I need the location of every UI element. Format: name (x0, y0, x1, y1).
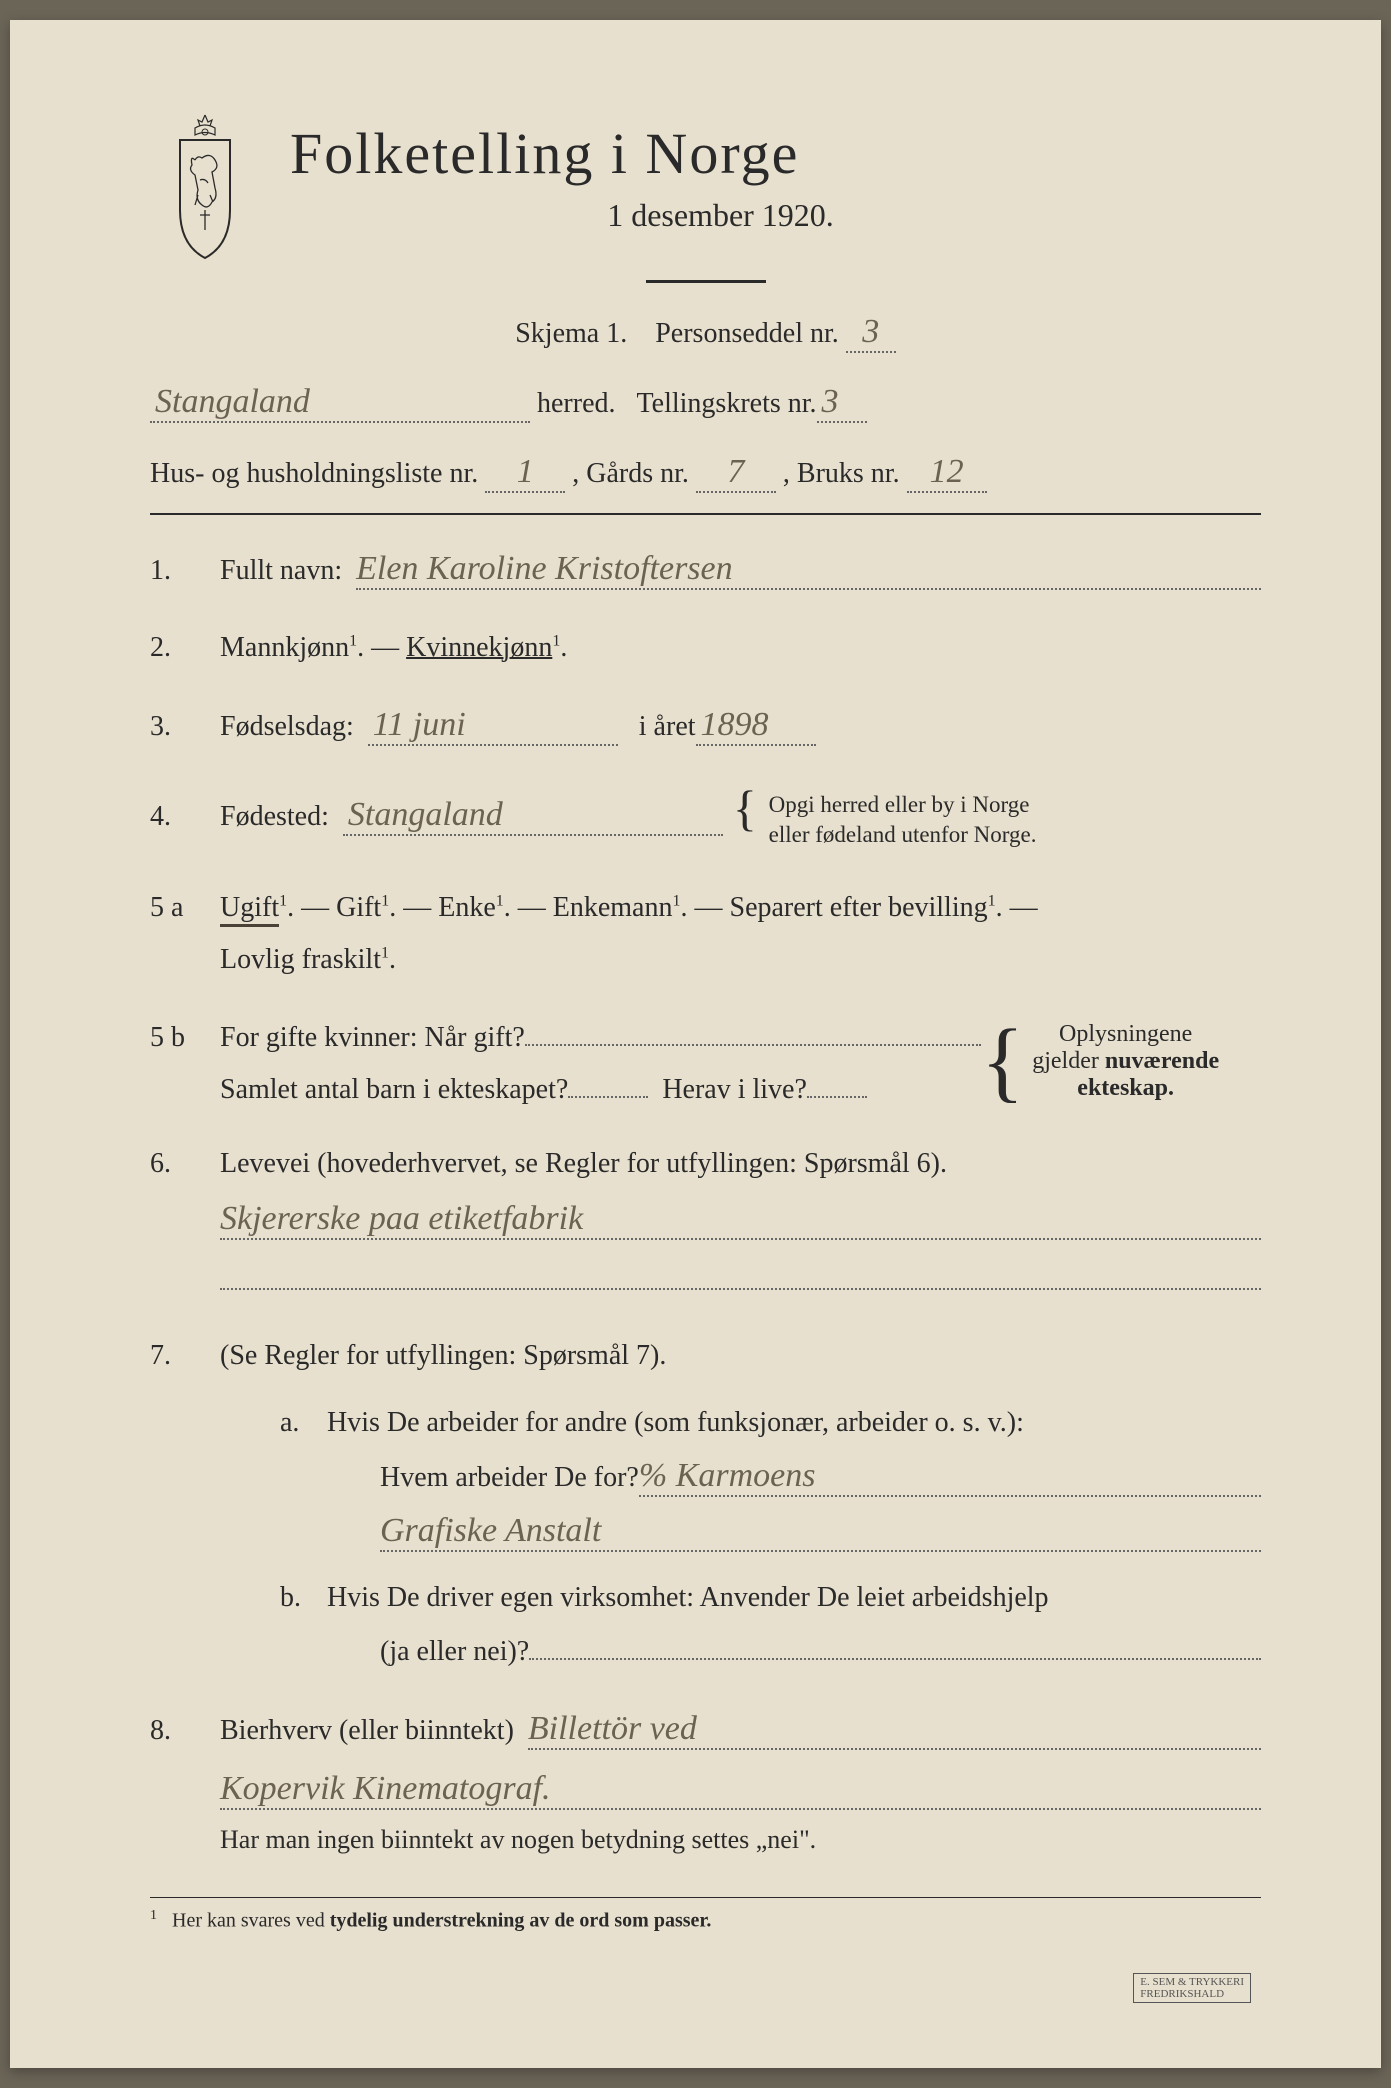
subtitle: 1 desember 1920. (180, 197, 1261, 234)
tellingskrets-nr: 3 (822, 383, 839, 420)
q3-year-label: i året (639, 711, 696, 743)
divider (646, 280, 766, 283)
census-form-page: Folketelling i Norge 1 desember 1920. Sk… (10, 20, 1381, 2068)
q6-label: Levevei (hovederhvervet, se Regler for u… (220, 1148, 1261, 1180)
q1-value: Elen Karoline Kristoftersen (356, 550, 733, 587)
q3-num: 3. (150, 711, 220, 743)
q8-num: 8. (150, 1715, 220, 1747)
q5b-num: 5 b (150, 1022, 220, 1054)
herred-label: herred. (537, 388, 616, 420)
hus-line: Hus- og husholdningsliste nr. 1 , Gårds … (150, 453, 1261, 493)
question-8: 8. Bierhverv (eller biinntekt) Billettör… (150, 1710, 1261, 1855)
q4-note1: Opgi herred eller by i Norge (769, 792, 1030, 817)
q5a-lovlig: Lovlig fraskilt (220, 944, 381, 975)
question-5b: 5 b For gifte kvinner: Når gift? Samlet … (150, 1018, 1261, 1106)
q7a-value1: % Karmoens (639, 1457, 816, 1494)
q5a-gift: Gift (336, 892, 381, 923)
tellingskrets-label: Tellingskrets nr. (637, 388, 817, 420)
q7a-value2: Grafiske Anstalt (380, 1512, 601, 1549)
q7-label: (Se Regler for utfyllingen: Spørsmål 7). (220, 1340, 1261, 1372)
q7b-letter: b. (280, 1582, 320, 1614)
q7a-letter: a. (280, 1407, 320, 1439)
q7a-question: Hvem arbeider De for? (380, 1462, 639, 1494)
q5b-note3: ekteskap. (1077, 1075, 1174, 1101)
hus-nr: 1 (517, 453, 534, 490)
q2-num: 2. (150, 632, 220, 664)
q7-num: 7. (150, 1340, 220, 1372)
bruks-label: , Bruks nr. (783, 458, 900, 489)
q8-note: Har man ingen biinntekt av nogen betydni… (220, 1825, 1261, 1855)
hr (150, 513, 1261, 515)
gards-label: , Gårds nr. (572, 458, 689, 489)
q5b-line2a: Samlet antal barn i ekteskapet? (220, 1074, 568, 1106)
q7b-label: Hvis De driver egen virksomhet: Anvender… (327, 1582, 1049, 1613)
coat-of-arms (150, 110, 260, 260)
question-2: 2. Mannkjønn1. — Kvinnekjønn1. (150, 632, 1261, 664)
q2-kvinne: Kvinnekjønn (406, 632, 552, 663)
question-7: 7. (Se Regler for utfyllingen: Spørsmål … (150, 1340, 1261, 1668)
q5a-enkemann: Enkemann (553, 892, 673, 923)
q8-label: Bierhverv (eller biinntekt) (220, 1715, 514, 1747)
q5a-separert: Separert efter bevilling (730, 892, 988, 923)
hus-label: Hus- og husholdningsliste nr. (150, 458, 478, 489)
personseddel-nr: 3 (862, 313, 879, 350)
q3-year: 1898 (701, 706, 769, 743)
printer-mark: E. SEM & TRYKKERIFREDRIKSHALD (1133, 1973, 1251, 2003)
question-6: 6. Levevei (hovederhvervet, se Regler fo… (150, 1148, 1261, 1290)
q4-label: Fødested: (220, 801, 329, 833)
q4-num: 4. (150, 801, 220, 833)
q1-num: 1. (150, 555, 220, 587)
q5b-note: { Oplysningene gjelder nuværende ekteska… (981, 1021, 1261, 1102)
title-block: Folketelling i Norge 1 desember 1920. (290, 110, 1261, 234)
q4-note: { Opgi herred eller by i Norge eller fød… (733, 788, 1093, 850)
skjema-line: Skjema 1. Personseddel nr. 3 (150, 313, 1261, 353)
gards-nr: 7 (727, 453, 744, 490)
q7b-question: (ja eller nei)? (380, 1636, 529, 1668)
q7a-label: Hvis De arbeider for andre (som funksjon… (327, 1407, 1024, 1438)
personseddel-label: Personseddel nr. (655, 318, 839, 349)
q1-label: Fullt navn: (220, 555, 342, 587)
footnote: 1 Her kan svares ved tydelig understrekn… (150, 1908, 1261, 1933)
q7a: a. Hvis De arbeider for andre (som funks… (210, 1407, 1261, 1552)
herred-name: Stangaland (155, 383, 310, 420)
bruks-nr: 12 (930, 453, 964, 490)
question-1: 1. Fullt navn: Elen Karoline Kristofters… (150, 550, 1261, 590)
q8-value1: Billettör ved (528, 1710, 697, 1747)
q5b-note1: Oplysningene (1059, 1021, 1192, 1047)
question-5a-cont: Lovlig fraskilt1. (150, 944, 1261, 976)
q5b-line1: For gifte kvinner: Når gift? (220, 1022, 525, 1054)
q6-value: Skjererske paa etiketfabrik (220, 1200, 583, 1237)
q4-value: Stangaland (348, 796, 503, 833)
q2-mann: Mannkjønn (220, 632, 349, 663)
footnote-divider (150, 1897, 1261, 1898)
skjema-label: Skjema 1. (515, 318, 627, 349)
q4-note2: eller fødeland utenfor Norge. (769, 822, 1037, 847)
q3-day: 11 juni (373, 706, 466, 743)
question-3: 3. Fødselsdag: 11 juni i året 1898 (150, 706, 1261, 746)
q5a-ugift: Ugift (220, 892, 279, 927)
q6-num: 6. (150, 1148, 220, 1180)
q7b: b. Hvis De driver egen virksomhet: Anven… (210, 1582, 1261, 1668)
q5a-enke: Enke (438, 892, 496, 923)
q5a-num: 5 a (150, 892, 220, 924)
question-5a: 5 a Ugift1. — Gift1. — Enke1. — Enkemann… (150, 892, 1261, 924)
header: Folketelling i Norge 1 desember 1920. (150, 110, 1261, 260)
question-4: 4. Fødested: Stangaland { Opgi herred el… (150, 788, 1261, 850)
q3-label: Fødselsdag: (220, 711, 354, 743)
footnote-num: 1 (150, 1908, 157, 1923)
q5b-line2b: Herav i live? (662, 1074, 807, 1106)
main-title: Folketelling i Norge (290, 120, 1261, 187)
q8-value2: Kopervik Kinematograf. (220, 1770, 551, 1807)
herred-line: Stangaland herred. Tellingskrets nr. 3 (150, 383, 1261, 423)
